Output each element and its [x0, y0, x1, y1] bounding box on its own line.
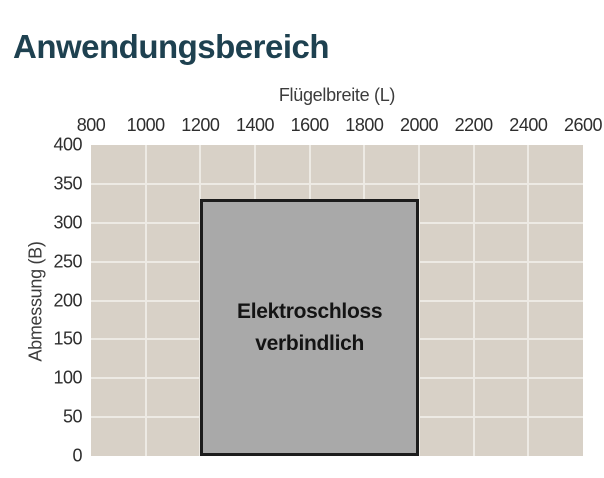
x-tick-label: 2600	[563, 115, 603, 135]
x-tick-label: 1000	[126, 115, 166, 135]
x-tick-label: 1800	[345, 115, 384, 135]
vertical-gridline	[144, 145, 147, 456]
y-tick-label: 0	[72, 445, 82, 466]
y-tick-label: 350	[53, 173, 82, 194]
vertical-gridline	[472, 145, 475, 456]
x-tick-label: 2400	[509, 115, 548, 135]
region-label-line-1: Elektroschloss	[237, 300, 383, 324]
y-tick-label: 100	[53, 367, 82, 388]
vertical-gridline	[527, 145, 530, 456]
vertical-gridline	[418, 145, 420, 456]
y-tick-label: 400	[53, 134, 82, 155]
horizontal-gridline	[91, 182, 583, 185]
x-tick-label: 1200	[181, 115, 220, 135]
x-tick-label: 1400	[235, 115, 275, 135]
x-axis-title: Flügelbreite (L)	[278, 85, 396, 105]
region-elektroschloss: Elektroschloss verbindlich	[200, 199, 419, 456]
x-tick-label: 2000	[399, 115, 439, 135]
y-tick-label: 50	[62, 406, 83, 427]
region-label-line-2: verbindlich	[255, 331, 365, 355]
y-tick-label: 200	[53, 290, 82, 310]
chart-title: Anwendungsbereich	[13, 28, 330, 65]
y-tick-label: 150	[53, 328, 82, 349]
plot-area: Elektroschloss verbindlich	[91, 145, 583, 456]
x-tick-label: 800	[76, 115, 106, 135]
x-tick-label: 2200	[454, 115, 494, 135]
x-tick-label: 1600	[290, 115, 330, 135]
y-tick-label: 300	[53, 212, 82, 233]
y-tick-label: 250	[53, 251, 82, 272]
